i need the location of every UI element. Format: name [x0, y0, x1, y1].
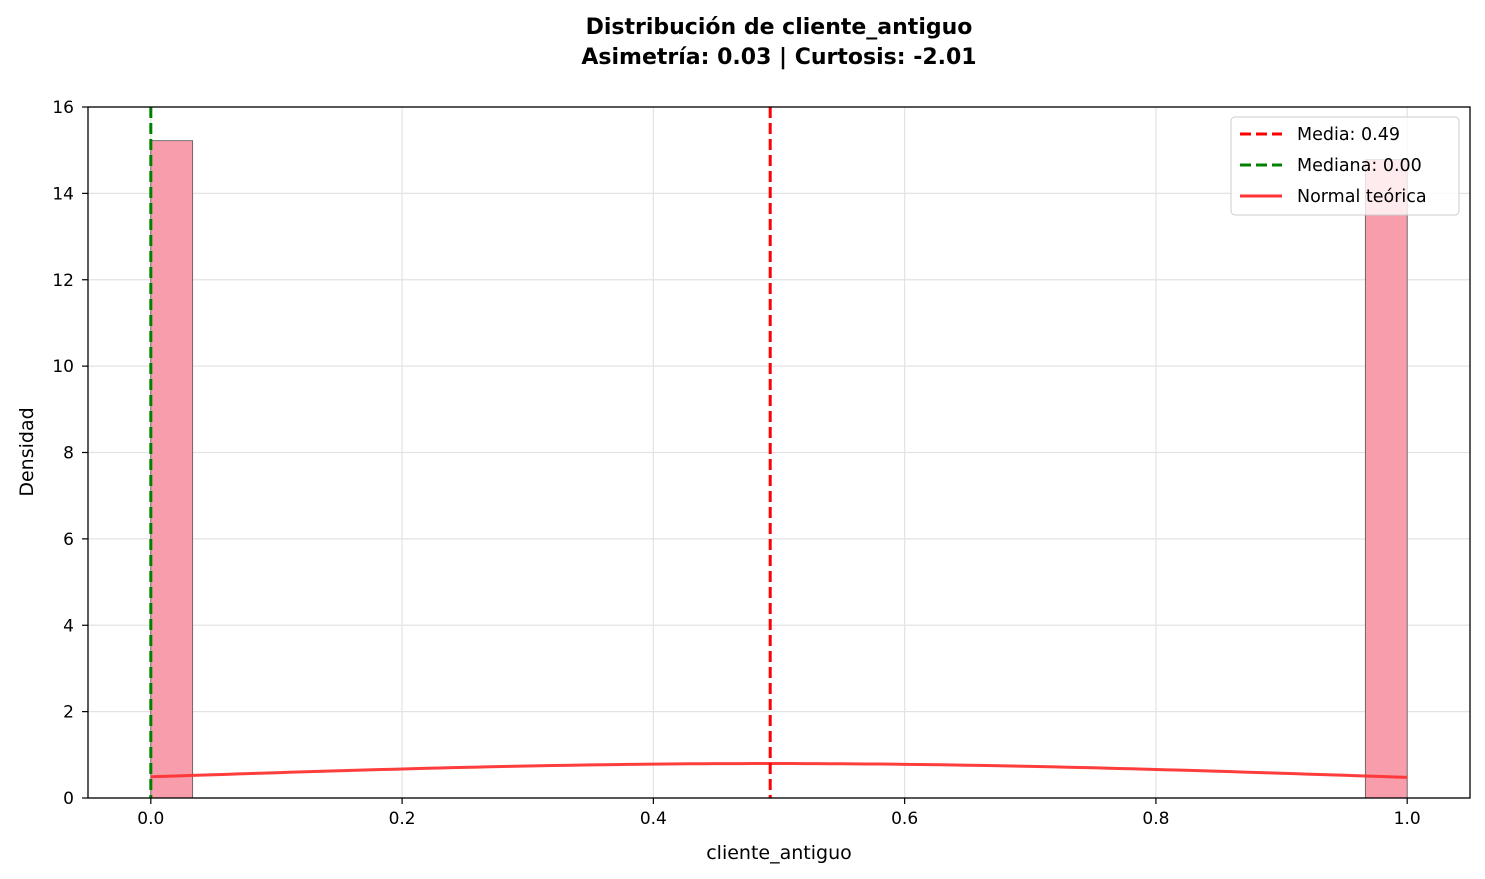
- legend-label: Mediana: 0.00: [1297, 156, 1422, 176]
- x-axis-label: cliente_antiguo: [706, 842, 852, 864]
- y-axis-ticks: 0 2 4 6 8 10 12 14 16: [52, 98, 88, 809]
- x-axis-ticks: 0.0 0.2 0.4 0.6 0.8 1.0: [137, 798, 1421, 829]
- x-tick-label: 0.8: [1142, 809, 1169, 829]
- reference-lines: [149, 107, 772, 798]
- x-tick-label: 0.6: [891, 809, 918, 829]
- y-tick-label: 8: [63, 444, 74, 464]
- normal-curve-group: [150, 762, 1408, 779]
- y-axis-label: Densidad: [16, 407, 38, 496]
- histogram-bars: [150, 140, 1408, 799]
- y-tick-label: 14: [52, 184, 74, 204]
- y-tick-label: 12: [52, 271, 74, 291]
- legend-label: Normal teórica: [1297, 187, 1427, 207]
- legend-box: [1230, 116, 1460, 216]
- y-tick-label: 0: [63, 789, 74, 809]
- x-tick-label: 0.0: [137, 809, 164, 829]
- y-tick-label: 4: [63, 616, 74, 636]
- histogram-bar-0: [150, 140, 194, 799]
- y-tick-label: 2: [63, 703, 74, 723]
- legend-label: Media: 0.49: [1297, 125, 1400, 145]
- x-tick-label: 0.2: [389, 809, 416, 829]
- y-tick-label: 16: [52, 98, 74, 118]
- x-tick-label: 1.0: [1394, 809, 1421, 829]
- x-tick-label: 0.4: [640, 809, 667, 829]
- y-tick-label: 6: [63, 530, 74, 550]
- normal-curve-line: [150, 762, 1408, 779]
- chart-title: Distribución de cliente_antiguo: [586, 15, 973, 40]
- legend: Media: 0.49 Mediana: 0.00 Normal teórica: [1230, 116, 1460, 216]
- chart-subtitle: Asimetría: 0.03 | Curtosis: -2.01: [581, 45, 976, 70]
- histogram-bar-1: [1364, 159, 1408, 799]
- y-tick-label: 10: [52, 357, 74, 377]
